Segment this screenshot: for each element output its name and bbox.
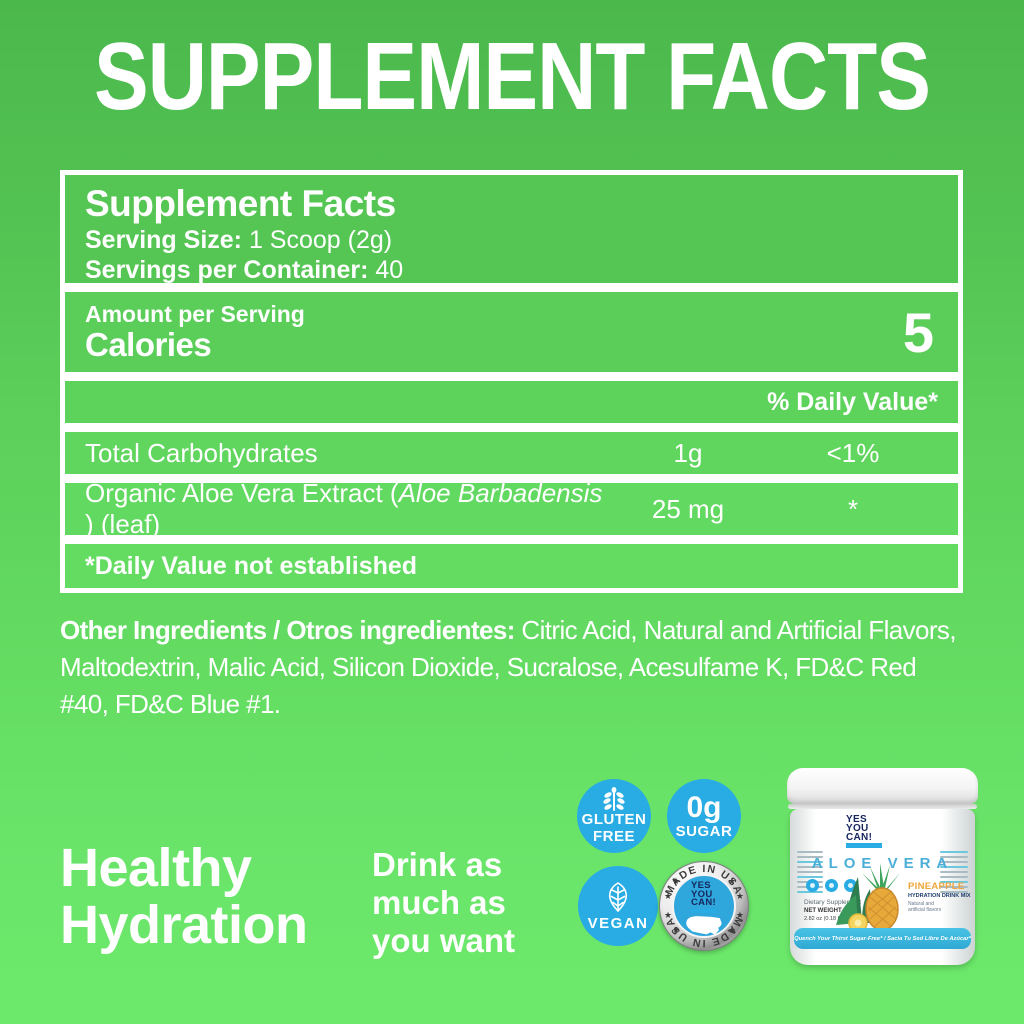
nutrient-row-carbohydrates: Total Carbohydrates 1g <1% — [65, 432, 958, 474]
daily-value-header-label: % Daily Value* — [767, 387, 938, 416]
facts-header-section: Supplement Facts Serving Size: 1 Scoop (… — [65, 175, 958, 285]
facts-title: Supplement Facts — [85, 183, 396, 224]
product-logo-underline — [846, 843, 882, 848]
other-ingredients-text: Citric Acid, Natural and Artificial Flav… — [60, 615, 957, 719]
product-tub: YES YOU CAN! ALOE VERA Dietary Supplemen… — [787, 768, 978, 965]
seal-brand-logo: YES YOU CAN! — [691, 880, 717, 914]
star-icon: ★ — [727, 876, 736, 886]
serving-size-value: 1 Scoop (2g) — [242, 226, 393, 254]
star-icon: ★ — [735, 910, 744, 920]
flavor-note-line2: artificial flavors — [908, 907, 942, 913]
vegan-badge: VEGAN — [578, 866, 658, 946]
gluten-free-badge: GLUTEN FREE — [577, 779, 651, 853]
supplement-type-label: Dietary Supplement — [804, 899, 862, 906]
sugar-label: SUGAR — [675, 822, 733, 840]
nutrient-row-aloe-vera: Organic Aloe Vera Extract (Aloe Barbaden… — [65, 478, 958, 539]
seal-logo-line1: YES — [691, 880, 711, 891]
feature-icon — [806, 879, 819, 892]
drink-message: Drink as much as you want — [372, 846, 515, 960]
made-in-usa-seal: YES YOU CAN! MADE IN USA MADE IN USA ★ ★… — [659, 861, 749, 951]
net-weight-label: NET WEIGHT — [804, 908, 842, 914]
product-logo-line1: YES — [846, 814, 867, 825]
star-icon: ★ — [672, 876, 681, 886]
servings-label: Servings per Container: — [85, 256, 369, 284]
page-title: SUPPLEMENT FACTS — [94, 24, 931, 130]
nutrient-daily-value: * — [847, 493, 859, 524]
footnote-text: *Daily Value not established — [85, 551, 418, 580]
nutrient-amount: 25 mg — [651, 493, 725, 524]
drink-line1: Drink as — [372, 846, 503, 883]
tub-body: YES YOU CAN! ALOE VERA Dietary Supplemen… — [790, 809, 975, 965]
seal-arc-text: MADE IN USA MADE IN USA — [663, 863, 743, 949]
calories-value: 5 — [902, 300, 934, 364]
tagline: Healthy Hydration — [60, 840, 308, 954]
drink-line3: you want — [372, 922, 516, 959]
calories-label: Calories — [85, 326, 212, 363]
star-icon: ★ — [727, 925, 736, 935]
servings-value: 40 — [368, 256, 404, 284]
drink-line2: much as — [372, 884, 506, 921]
gluten-free-label-line2: FREE — [592, 828, 635, 845]
product-logo-line2: YOU — [846, 823, 869, 834]
serving-size-label: Serving Size: — [85, 226, 242, 254]
feature-icon — [825, 879, 838, 892]
facts-table: Supplement Facts Serving Size: 1 Scoop (… — [60, 170, 963, 593]
nutrient-name-prefix: Organic Aloe Vera Extract ( — [85, 478, 399, 508]
star-icon: ★ — [672, 925, 681, 935]
leaf-icon — [608, 881, 628, 912]
calories-labels: Amount per Serving Calories — [85, 301, 305, 363]
product-subtitle: HYDRATION DRINK MIX — [908, 893, 971, 899]
usa-map-icon — [686, 915, 722, 935]
product-name: ALOE VERA — [811, 855, 954, 872]
tagline-line1: Healthy — [60, 838, 252, 898]
serving-size-row: Serving Size: 1 Scoop (2g) — [85, 225, 938, 255]
pineapple-icon — [836, 863, 900, 933]
tub-lid — [787, 768, 978, 804]
star-icon: ★ — [735, 891, 744, 901]
other-ingredients-label: Other Ingredients / Otros ingredientes: — [60, 615, 515, 645]
product-feature-icons — [806, 879, 857, 892]
seal-logo-line3: CAN! — [691, 897, 716, 908]
tub-lid-seam — [788, 804, 977, 809]
star-icon: ★ — [664, 910, 673, 920]
flavor-note: Natural and artificial flavors — [908, 901, 941, 913]
seal-inner-circle: YES YOU CAN! — [672, 874, 736, 938]
nutrient-daily-value: <1% — [826, 437, 880, 468]
seal-logo-line2: YOU — [691, 888, 713, 900]
side-panel-text-right — [940, 851, 968, 893]
wheat-icon — [603, 787, 625, 811]
nutrient-amount: 1g — [673, 437, 703, 468]
vegan-label: VEGAN — [587, 914, 649, 932]
daily-value-header: % Daily Value* — [65, 381, 958, 423]
product-ribbon: Quench Your Thirst Sugar-Free* / Sacia T… — [794, 928, 971, 949]
nutrient-name-latin: Aloe Barbadensis — [398, 478, 603, 508]
product-flavor: PINEAPPLE — [908, 881, 965, 892]
product-logo: YES YOU CAN! — [846, 814, 873, 843]
daily-value-footnote: *Daily Value not established — [65, 544, 958, 588]
nutrient-name: Organic Aloe Vera Extract (Aloe Barbaden… — [85, 478, 608, 540]
flavor-note-line1: Natural and — [908, 901, 934, 907]
zero-sugar-badge: 0g SUGAR — [667, 779, 741, 853]
nutrient-name: Total Carbohydrates — [85, 437, 318, 468]
sugar-amount: 0g — [686, 790, 722, 824]
gluten-free-label-line1: GLUTEN — [581, 811, 647, 828]
star-icon: ★ — [664, 891, 673, 901]
other-ingredients: Other Ingredients / Otros ingredientes: … — [60, 612, 965, 723]
servings-per-container-row: Servings per Container: 40 — [85, 255, 938, 285]
calories-section: Amount per Serving Calories 5 — [65, 292, 958, 372]
net-weight-value: 2.82 oz (0.18 lb) 80 g — [804, 916, 856, 922]
product-logo-line3: CAN! — [846, 832, 873, 843]
amount-per-serving-label: Amount per Serving — [85, 301, 305, 327]
tagline-line2: Hydration — [60, 895, 308, 955]
seal-logo-underline — [691, 908, 717, 913]
nutrient-name-suffix: ) (leaf) — [85, 509, 161, 539]
